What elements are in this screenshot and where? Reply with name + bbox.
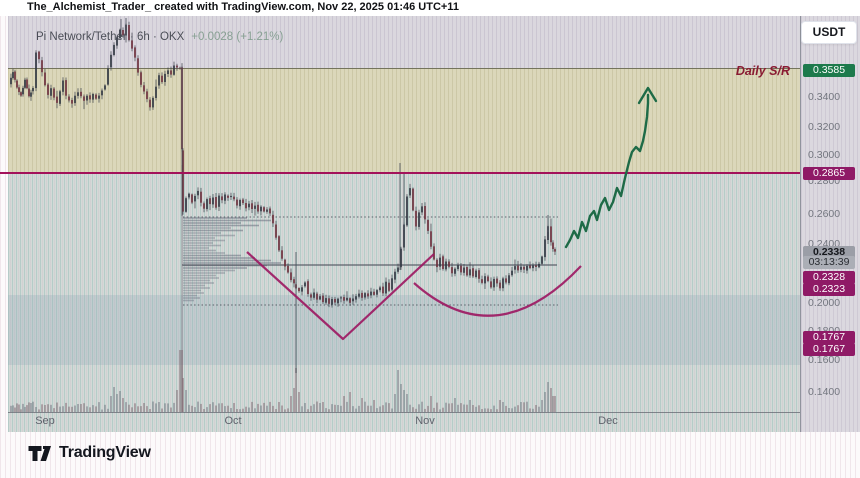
price-axis-label: 0.2000 bbox=[808, 297, 841, 309]
month-label-nov: Nov bbox=[415, 415, 435, 427]
month-label-sep: Sep bbox=[35, 415, 55, 427]
tradingview-logo[interactable]: TradingView bbox=[28, 441, 151, 465]
tradingview-logo-text: TradingView bbox=[59, 444, 151, 461]
time-axis: Sep Oct Nov Dec bbox=[8, 412, 800, 432]
currency-button[interactable]: USDT bbox=[801, 21, 857, 44]
symbol-legend[interactable]: Pi Network/Tether · 6h · OKX +0.0028 (+1.… bbox=[36, 31, 283, 43]
price-badge: 0.3585 bbox=[803, 63, 855, 77]
price-badge: 0.2323 bbox=[803, 282, 855, 296]
price-badge: 0.1767 bbox=[803, 330, 855, 344]
price-axis[interactable]: 0.3400 0.3200 0.3000 0.2800 0.2600 0.2400 0.20… bbox=[800, 16, 860, 432]
daily-sr-label: Daily S/R bbox=[735, 64, 790, 78]
price-badge: 0.2338 bbox=[803, 245, 855, 259]
price-badge: 0.1767 bbox=[803, 342, 855, 356]
price-axis-label: 0.3000 bbox=[808, 149, 841, 161]
time-axis-separator bbox=[8, 412, 860, 413]
lower-sr-zone-rect bbox=[8, 295, 800, 365]
price-badge: 0.2328 bbox=[803, 270, 855, 284]
price-badge: 0.2865 bbox=[803, 166, 855, 180]
price-axis-label: 0.3400 bbox=[808, 91, 841, 103]
price-change: +0.0028 (+1.21%) bbox=[191, 31, 284, 43]
price-axis-label: 0.3200 bbox=[808, 121, 841, 133]
bar-countdown-badge: 03:13:39 bbox=[803, 255, 855, 269]
attribution-text: The_Alchemist_Trader_ created with Tradi… bbox=[0, 0, 860, 16]
daily-sr-zone-rect bbox=[8, 68, 800, 174]
symbol-title: Pi Network/Tether · 6h · OKX bbox=[36, 31, 185, 43]
price-axis-label: 0.1400 bbox=[808, 386, 841, 398]
price-axis-label: 0.1600 bbox=[808, 354, 841, 366]
tradingview-logo-icon bbox=[28, 445, 51, 461]
chart-overlay-drawings[interactable] bbox=[0, 16, 800, 432]
month-label-dec: Dec bbox=[598, 415, 618, 427]
month-label-oct: Oct bbox=[224, 415, 242, 427]
price-axis-label: 0.2600 bbox=[808, 208, 841, 220]
